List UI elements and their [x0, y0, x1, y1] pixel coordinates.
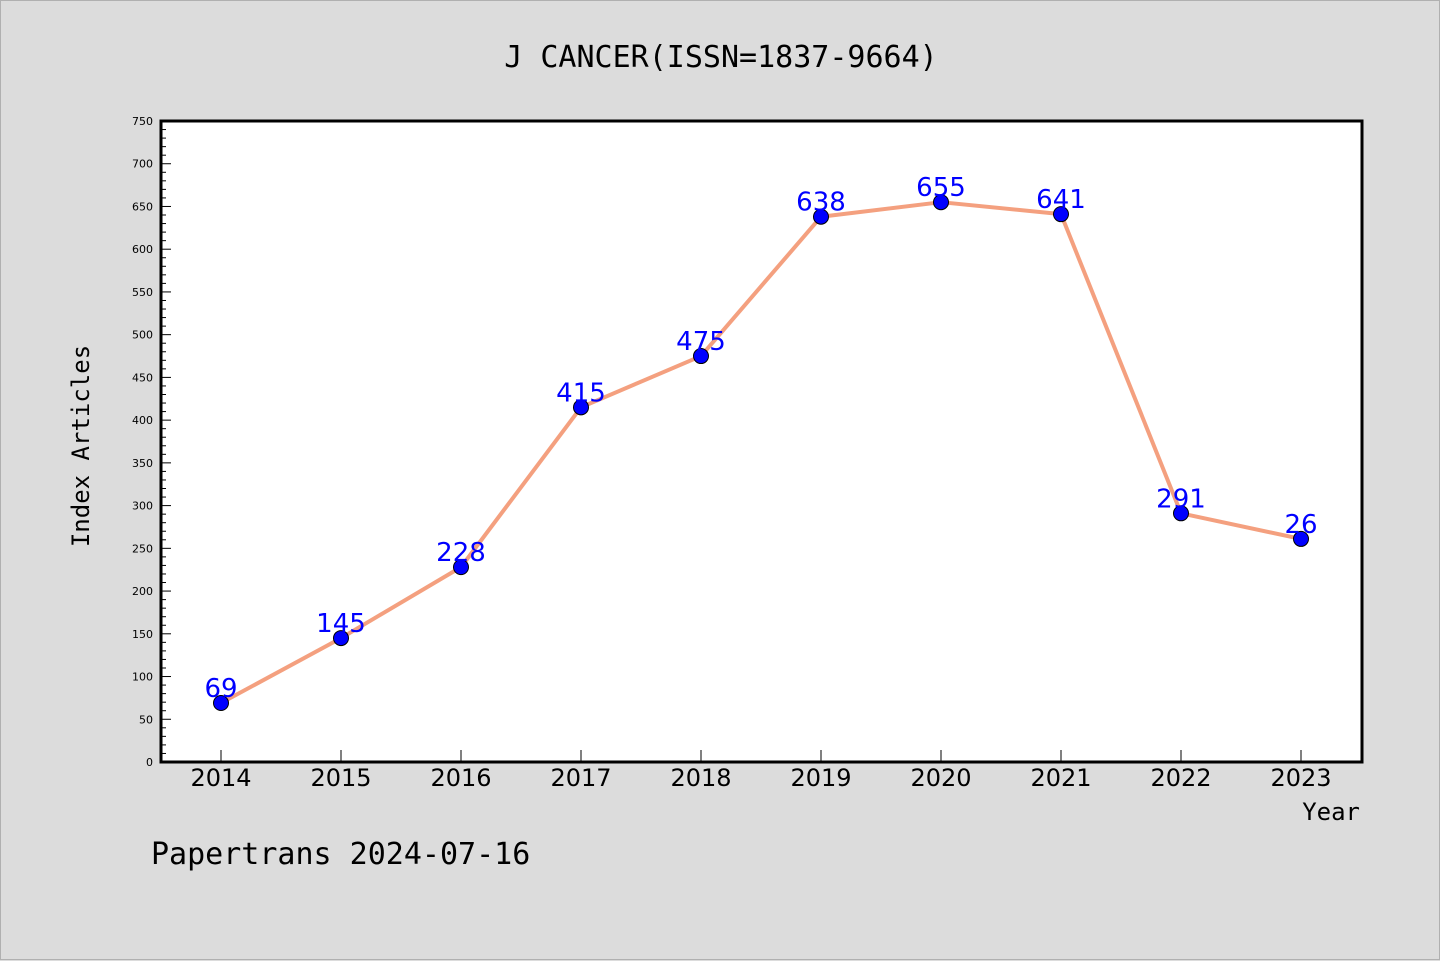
x-tick-label: 2015: [310, 764, 371, 792]
x-tick-label: 2020: [910, 764, 971, 792]
data-label: 655: [916, 173, 966, 203]
y-tick-label: 50: [139, 713, 153, 726]
data-point: [1053, 206, 1069, 223]
y-tick-label: 250: [132, 542, 153, 555]
plot-area: [159, 119, 1364, 764]
y-tick-label: 150: [132, 628, 153, 641]
y-tick-label: 600: [132, 243, 153, 256]
data-point: [1173, 505, 1189, 522]
y-tick-label: 200: [132, 585, 153, 598]
x-tick-label: 2014: [190, 764, 251, 792]
y-tick-label: 650: [132, 200, 153, 213]
data-label: 69: [204, 674, 237, 704]
data-point: [573, 399, 589, 416]
x-tick-label: 2022: [1150, 764, 1211, 792]
data-point: [933, 194, 949, 211]
data-label: 641: [1036, 185, 1086, 215]
data-point: [693, 348, 709, 365]
x-tick-label: 2017: [550, 764, 611, 792]
y-tick-label: 100: [132, 671, 153, 684]
footer-source-date: Papertrans 2024-07-16: [151, 837, 530, 872]
data-label: 145: [316, 609, 366, 639]
x-tick-label: 2018: [670, 764, 731, 792]
chart-title: J CANCER(ISSN=1837-9664): [504, 40, 937, 75]
x-tick-label: 2019: [790, 764, 851, 792]
y-tick-label: 500: [132, 329, 153, 342]
y-tick-label: 400: [132, 414, 153, 427]
data-label: 475: [676, 327, 726, 357]
data-label: 228: [436, 538, 486, 568]
series-layer: 69 145 228 415 475 638 655 641 291 26: [204, 173, 1318, 712]
data-label: 26: [1284, 510, 1317, 540]
y-axis-title: Index Articles: [67, 345, 95, 547]
data-point: [1293, 530, 1309, 547]
data-label: 415: [556, 378, 606, 408]
x-axis-title: Year: [1302, 798, 1360, 826]
y-tick-label: 300: [132, 500, 153, 513]
y-tick-label: 0: [146, 756, 153, 769]
data-point: [813, 208, 829, 225]
data-label: 291: [1156, 484, 1206, 514]
x-tick-label: 2023: [1270, 764, 1331, 792]
data-point: [333, 630, 349, 647]
y-tick-label: 450: [132, 371, 153, 384]
y-tick-label: 350: [132, 457, 153, 470]
data-point: [213, 695, 229, 712]
y-tick-label: 750: [132, 115, 153, 128]
y-tick-label: 550: [132, 286, 153, 299]
data-label: 638: [796, 188, 846, 218]
series-line: [220, 200, 1302, 705]
y-axis: 0 50 100 150 200 250 300 350 400 450 500 550 600 650 7…: [132, 115, 171, 769]
x-axis: 2014 2015 2016 2017 2018 2019 2020 2021 2022 2023: [190, 750, 1332, 792]
y-tick-label: 700: [132, 158, 153, 171]
x-tick-label: 2016: [430, 764, 491, 792]
x-tick-label: 2021: [1030, 764, 1091, 792]
data-point: [453, 559, 469, 576]
